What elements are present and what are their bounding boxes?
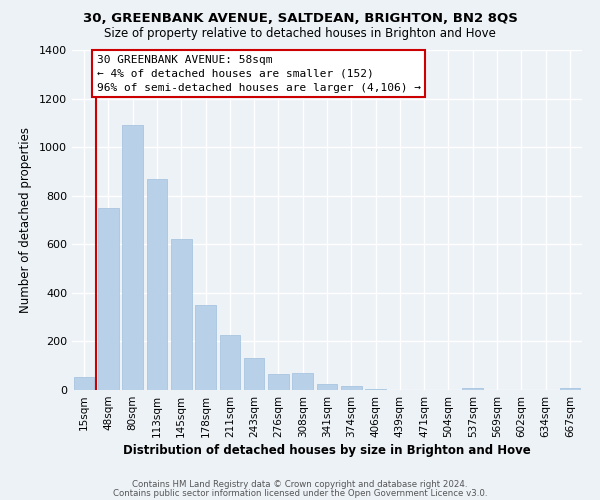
- Bar: [171, 240, 191, 390]
- Text: Contains HM Land Registry data © Crown copyright and database right 2024.: Contains HM Land Registry data © Crown c…: [132, 480, 468, 489]
- Bar: [122, 126, 143, 390]
- Bar: [463, 388, 483, 390]
- Bar: [268, 374, 289, 390]
- Bar: [365, 389, 386, 390]
- Text: 30 GREENBANK AVENUE: 58sqm
← 4% of detached houses are smaller (152)
96% of semi: 30 GREENBANK AVENUE: 58sqm ← 4% of detac…: [97, 55, 421, 93]
- Bar: [98, 208, 119, 390]
- Bar: [244, 358, 265, 390]
- Bar: [560, 388, 580, 390]
- Text: Size of property relative to detached houses in Brighton and Hove: Size of property relative to detached ho…: [104, 28, 496, 40]
- Bar: [317, 384, 337, 390]
- Bar: [292, 373, 313, 390]
- Bar: [195, 305, 216, 390]
- Bar: [220, 336, 240, 390]
- Bar: [341, 386, 362, 390]
- Y-axis label: Number of detached properties: Number of detached properties: [19, 127, 32, 313]
- Text: 30, GREENBANK AVENUE, SALTDEAN, BRIGHTON, BN2 8QS: 30, GREENBANK AVENUE, SALTDEAN, BRIGHTON…: [83, 12, 517, 26]
- Bar: [146, 178, 167, 390]
- Text: Contains public sector information licensed under the Open Government Licence v3: Contains public sector information licen…: [113, 489, 487, 498]
- Bar: [74, 378, 94, 390]
- X-axis label: Distribution of detached houses by size in Brighton and Hove: Distribution of detached houses by size …: [123, 444, 531, 457]
